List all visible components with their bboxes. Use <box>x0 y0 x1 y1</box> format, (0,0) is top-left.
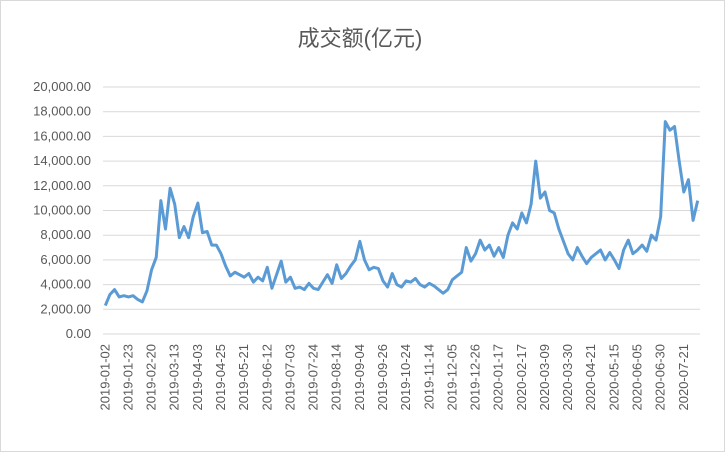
x-tick-label: 2019-09-04 <box>352 344 367 411</box>
x-tick-label: 2019-01-23 <box>120 344 135 411</box>
y-tick-label: 20,000.00 <box>33 79 91 94</box>
y-tick-label: 16,000.00 <box>33 128 91 143</box>
x-tick-label: 2019-04-03 <box>190 344 205 411</box>
x-tick-label: 2019-12-05 <box>444 344 459 411</box>
x-tick-label: 2019-05-21 <box>236 344 251 411</box>
x-tick-label: 2019-10-24 <box>398 344 413 411</box>
y-tick-label: 14,000.00 <box>33 153 91 168</box>
y-tick-label: 2,000.00 <box>40 301 91 316</box>
y-tick-label: 12,000.00 <box>33 178 91 193</box>
x-tick-label: 2019-03-13 <box>167 344 182 411</box>
chart-title: 成交额(亿元) <box>298 26 423 51</box>
x-tick-label: 2020-06-05 <box>630 344 645 411</box>
x-tick-label: 2019-04-25 <box>213 344 228 411</box>
x-tick-label: 2019-07-03 <box>282 344 297 411</box>
x-tick-label: 2020-01-17 <box>491 344 506 411</box>
x-tick-label: 2019-09-26 <box>375 344 390 411</box>
x-tick-label: 2019-12-26 <box>468 344 483 411</box>
x-tick-label: 2019-07-24 <box>306 344 321 411</box>
x-tick-label: 2019-08-14 <box>329 344 344 411</box>
x-tick-label: 2019-01-02 <box>97 344 112 411</box>
x-tick-label: 2019-11-14 <box>421 344 436 410</box>
x-tick-label: 2020-07-21 <box>676 344 691 411</box>
x-tick-label: 2020-06-30 <box>653 344 668 411</box>
x-tick-label: 2020-03-30 <box>560 344 575 411</box>
y-tick-label: 0.00 <box>66 326 91 341</box>
y-tick-label: 8,000.00 <box>40 227 91 242</box>
x-tick-label: 2020-02-17 <box>514 344 529 411</box>
x-tick-label: 2020-05-15 <box>606 344 621 411</box>
y-tick-label: 18,000.00 <box>33 104 91 119</box>
line-series <box>103 120 700 307</box>
x-tick-label: 2020-03-09 <box>537 344 552 411</box>
x-tick-label: 2019-06-12 <box>259 344 274 411</box>
y-tick-label: 6,000.00 <box>40 252 91 267</box>
x-tick-label: 2020-04-21 <box>583 344 598 411</box>
y-tick-label: 4,000.00 <box>40 277 91 292</box>
x-tick-label: 2019-02-20 <box>144 344 159 411</box>
y-tick-label: 10,000.00 <box>33 203 91 218</box>
